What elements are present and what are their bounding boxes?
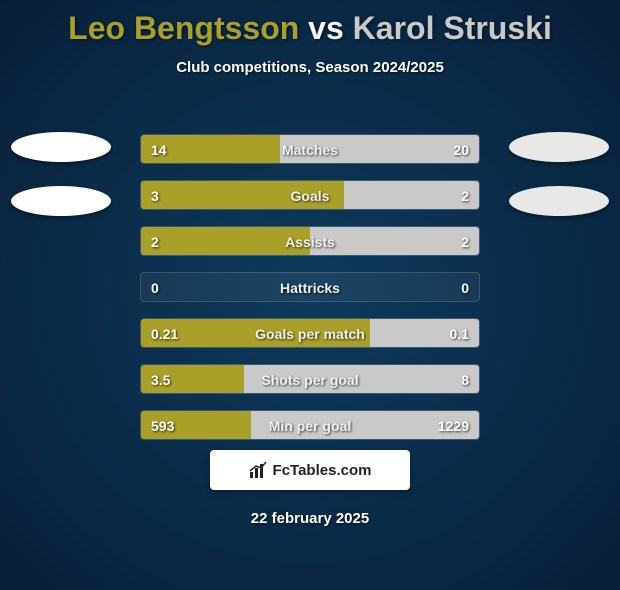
jersey-icon <box>509 186 609 216</box>
comparison-title: Leo Bengtsson vs Karol Struski <box>0 10 620 47</box>
stat-label: Min per goal <box>141 411 479 440</box>
date-label: 22 february 2025 <box>0 510 620 527</box>
jersey-icon <box>11 132 111 162</box>
player1-name: Leo Bengtsson <box>68 10 299 46</box>
stat-row: 00Hattricks <box>140 272 480 302</box>
stat-row: 5931229Min per goal <box>140 410 480 440</box>
stat-label: Goals per match <box>141 319 479 348</box>
stat-label: Shots per goal <box>141 365 479 394</box>
player2-jerseys <box>504 132 614 240</box>
vs-label: vs <box>308 10 344 46</box>
player2-name: Karol Struski <box>353 10 552 46</box>
jersey-icon <box>509 132 609 162</box>
jersey-icon <box>11 186 111 216</box>
stat-row: 32Goals <box>140 180 480 210</box>
chart-icon <box>249 461 267 479</box>
stats-rows: 1420Matches 32Goals 22Assists 00Hattricks 0.… <box>140 134 480 456</box>
stat-row: 3.58Shots per goal <box>140 364 480 394</box>
branding-badge: FcTables.com <box>210 450 410 490</box>
stat-label: Matches <box>141 135 479 164</box>
stat-row: 0.210.1Goals per match <box>140 318 480 348</box>
stat-label: Goals <box>141 181 479 210</box>
stat-label: Hattricks <box>141 273 479 302</box>
stat-label: Assists <box>141 227 479 256</box>
branding-text: FcTables.com <box>273 462 372 479</box>
stat-row: 1420Matches <box>140 134 480 164</box>
player1-jerseys <box>6 132 116 240</box>
subtitle: Club competitions, Season 2024/2025 <box>0 59 620 76</box>
stat-row: 22Assists <box>140 226 480 256</box>
